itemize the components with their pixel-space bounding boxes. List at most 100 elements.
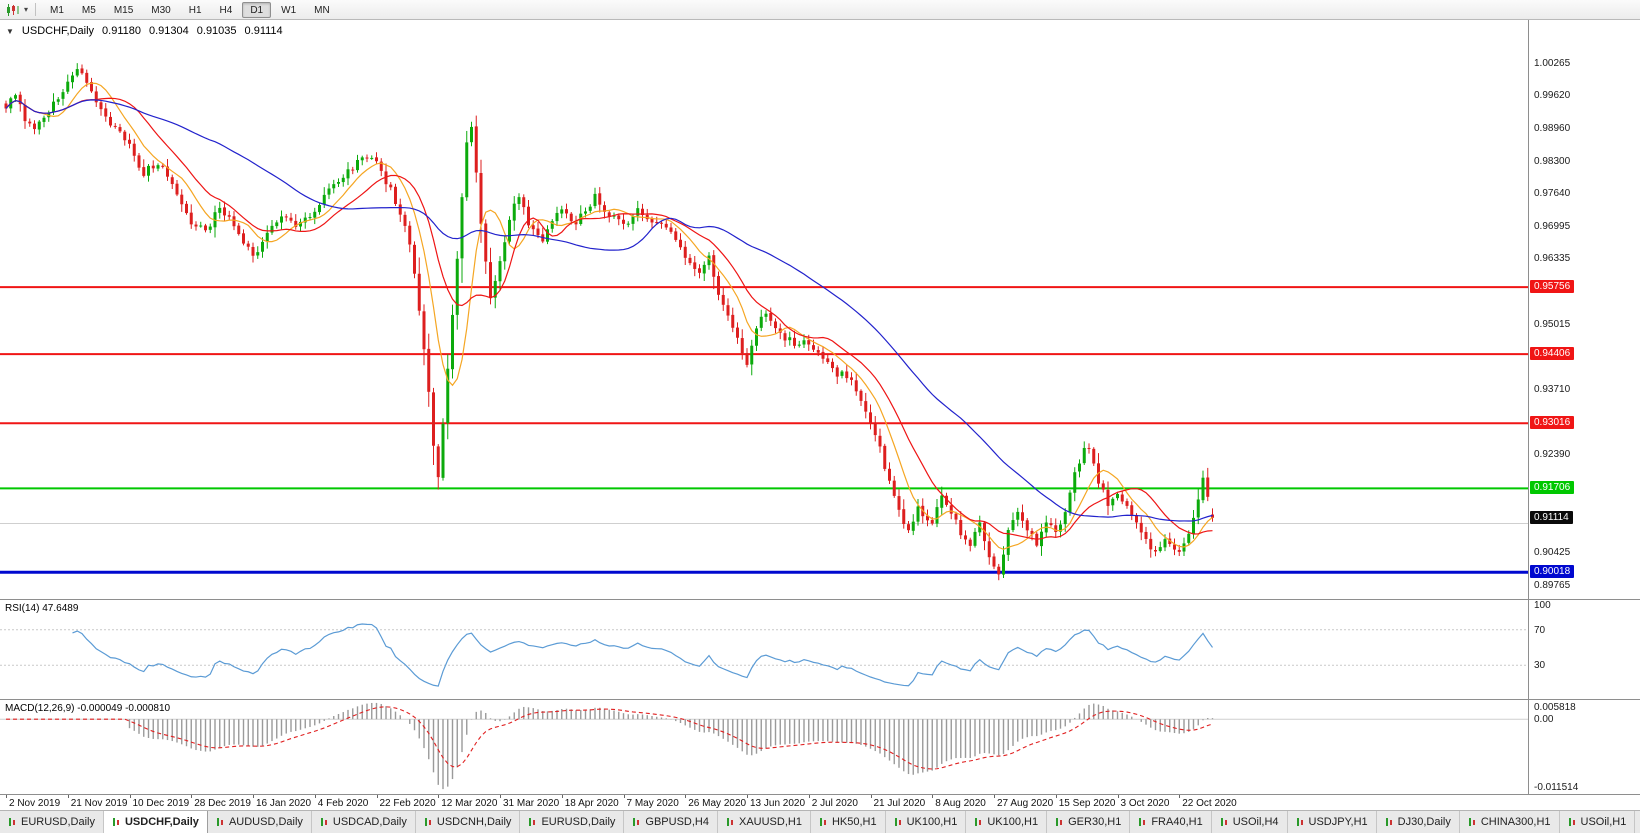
chart-tab-icon [1220,817,1229,827]
timeframe-buttons: M1 M5 M15 M30 H1 H4 D1 W1 MN [41,1,339,18]
macd-scale-label: 0.00 [1534,714,1554,726]
chart-tab-fra40-h1[interactable]: FRA40,H1 [1130,811,1212,833]
ohlc-high: 0.91304 [149,25,189,37]
chart-title: ▼ USDCHF,Daily 0.91180 0.91304 0.91035 0… [6,25,283,37]
time-axis-label: 21 Nov 2019 [70,798,128,809]
time-axis-tick [6,795,7,798]
chart-tab-gbpusd-h4[interactable]: GBPUSD,H4 [624,811,718,833]
ohlc-open: 0.91180 [102,25,141,37]
time-axis-label: 3 Oct 2020 [1120,798,1170,809]
chart-tab-hk50-h1[interactable]: HK50,H1 [810,811,886,833]
timeframe-button-w1[interactable]: W1 [281,4,297,16]
price-scale-label: 0.96335 [1534,253,1571,265]
chart-tab-usdcad-daily[interactable]: USDCAD,Daily [311,811,416,833]
macd-scale-label: -0.011514 [1534,782,1579,793]
price-scale-label: 0.90425 [1534,547,1571,559]
chart-tab-audusd-daily[interactable]: AUDUSD,Daily [207,811,312,833]
chart-tab-usdcnh-daily[interactable]: USDCNH,Daily [415,811,521,833]
price-chart-plot[interactable]: ▼ USDCHF,Daily 0.91180 0.91304 0.91035 0… [0,20,1528,599]
chart-tab-icon [424,817,433,827]
timeframe-button-m30[interactable]: M30 [151,4,171,16]
chart-tab-icon [1568,817,1577,827]
chart-tab-icon [112,817,121,827]
chart-tab-label: FRA40,H1 [1151,816,1203,828]
macd-plot[interactable]: MACD(12,26,9) -0.000049 -0.000810 [0,700,1528,794]
chart-tab-xauusd-h1[interactable]: XAUUSD,H1 [717,811,811,833]
chart-tab-eurusd-daily[interactable]: EURUSD,Daily [520,811,625,833]
chart-tab-bar: EURUSD,Daily USDCHF,Daily AUDUSD,Daily USDC… [0,811,1640,833]
timeframe-button-d1[interactable]: D1 [242,1,272,18]
collapse-icon[interactable]: ▼ [6,26,14,36]
timeframe-button-m15[interactable]: M15 [113,4,134,16]
toolbar-separator [35,3,37,16]
chart-tab-icon [1296,817,1305,827]
time-axis-label: 28 Dec 2019 [194,798,251,809]
price-level-badge: 0.94406 [1530,347,1575,361]
macd-label: MACD(12,26,9) -0.000049 -0.000810 [5,703,171,714]
time-axis-label: 2 Nov 2019 [9,798,61,809]
chart-tab-label: DJ30,Daily [1397,816,1451,828]
time-axis-tick [1179,795,1181,798]
chart-tab-usdjpy-h1[interactable]: USDJPY,H1 [1287,811,1377,833]
chart-tab-icon [894,817,903,827]
time-axis-tick [561,795,563,798]
time-axis-label: 26 May 2020 [688,798,747,809]
price-level-badge: 0.90018 [1530,565,1575,579]
chart-tab-usoil-h1[interactable]: USOil,H1 [1559,811,1636,833]
chart-tab-label: USDCNH,Daily [436,816,512,828]
rsi-panel[interactable]: RSI(14) 47.6489 100 70 30 [0,600,1640,700]
time-axis-label: 13 Jun 2020 [750,798,806,809]
time-axis-tick [314,795,316,798]
chart-type-dropdown-icon[interactable]: ▾ [24,5,29,14]
timeframe-button-m5[interactable]: M5 [81,4,96,16]
chart-tab-icon [216,817,225,827]
macd-panel[interactable]: MACD(12,26,9) -0.000049 -0.000810 0.0058… [0,700,1640,795]
time-axis-tick [376,795,378,798]
time-axis-label: 2 Jul 2020 [811,798,858,809]
chart-tab-usoil-h4[interactable]: USOil,H4 [1211,811,1288,833]
time-axis-tick [932,795,934,798]
chart-tab-uk100-h1[interactable]: UK100,H1 [966,811,1048,833]
time-axis-label: 8 Aug 2020 [935,798,986,809]
rsi-plot[interactable]: RSI(14) 47.6489 [0,600,1528,699]
chart-tab-uk100-h1[interactable]: UK100,H1 [885,811,967,833]
ohlc-close: 0.91114 [244,25,283,37]
timeframe-button-mn[interactable]: MN [314,4,330,16]
time-axis-label: 7 May 2020 [626,798,679,809]
time-axis-label: 22 Feb 2020 [379,798,436,809]
price-level-badge: 0.91706 [1530,481,1575,495]
price-scale-label: 0.89765 [1534,579,1571,591]
price-scale-label: 0.98300 [1534,155,1571,167]
rsi-scale-label: 30 [1534,660,1546,672]
timeframe-button-m1[interactable]: M1 [50,4,64,16]
chart-tab-label: EURUSD,Daily [21,816,95,828]
chart-tab-label: USDJPY,H1 [1308,816,1368,828]
price-scale[interactable]: 1.00265 0.99620 0.98960 0.98300 0.97640 0.969… [1528,20,1640,599]
time-axis[interactable]: 2 Nov 2019 21 Nov 2019 10 Dec 2019 28 Dec 2… [0,795,1640,811]
chart-tab-icon [528,817,537,827]
chart-tab-usdchf-daily[interactable]: USDCHF,Daily [103,811,208,833]
timeframe-button-h4[interactable]: H4 [219,4,233,16]
time-axis-label: 12 Mar 2020 [441,798,498,809]
price-level-badge: 0.93016 [1530,416,1575,430]
timeframe-toolbar: ▾ M1 M5 M15 M30 H1 H4 D1 W1 MN [0,0,1640,20]
price-chart-panel[interactable]: ▼ USDCHF,Daily 0.91180 0.91304 0.91035 0… [0,20,1640,600]
price-scale-label: 0.99620 [1534,90,1571,102]
chart-tab-dj30-daily[interactable]: DJ30,Daily [1376,811,1460,833]
rsi-scale: 100 70 30 [1528,600,1640,699]
chart-tab-china300-h1[interactable]: CHINA300,H1 [1459,811,1560,833]
time-axis-tick [191,795,193,798]
time-axis-tick [253,795,254,798]
rsi-label: RSI(14) 47.6489 [5,603,79,614]
price-scale-label: 0.98960 [1534,122,1571,134]
ohlc-low: 0.91035 [196,25,237,37]
chart-tab-label: GBPUSD,H4 [645,816,709,828]
time-axis-label: 18 Apr 2020 [564,798,619,809]
timeframe-button-h1[interactable]: H1 [188,4,202,16]
chart-tab-eurusd-daily[interactable]: EURUSD,Daily [0,811,104,833]
chart-symbol-period: USDCHF,Daily [21,25,95,37]
chart-type-icon[interactable] [4,2,22,18]
chart-tab-ger30-h1[interactable]: GER30,H1 [1047,811,1131,833]
time-axis-label: 31 Mar 2020 [503,798,560,809]
chart-tab-label: USOil,H4 [1232,816,1279,828]
